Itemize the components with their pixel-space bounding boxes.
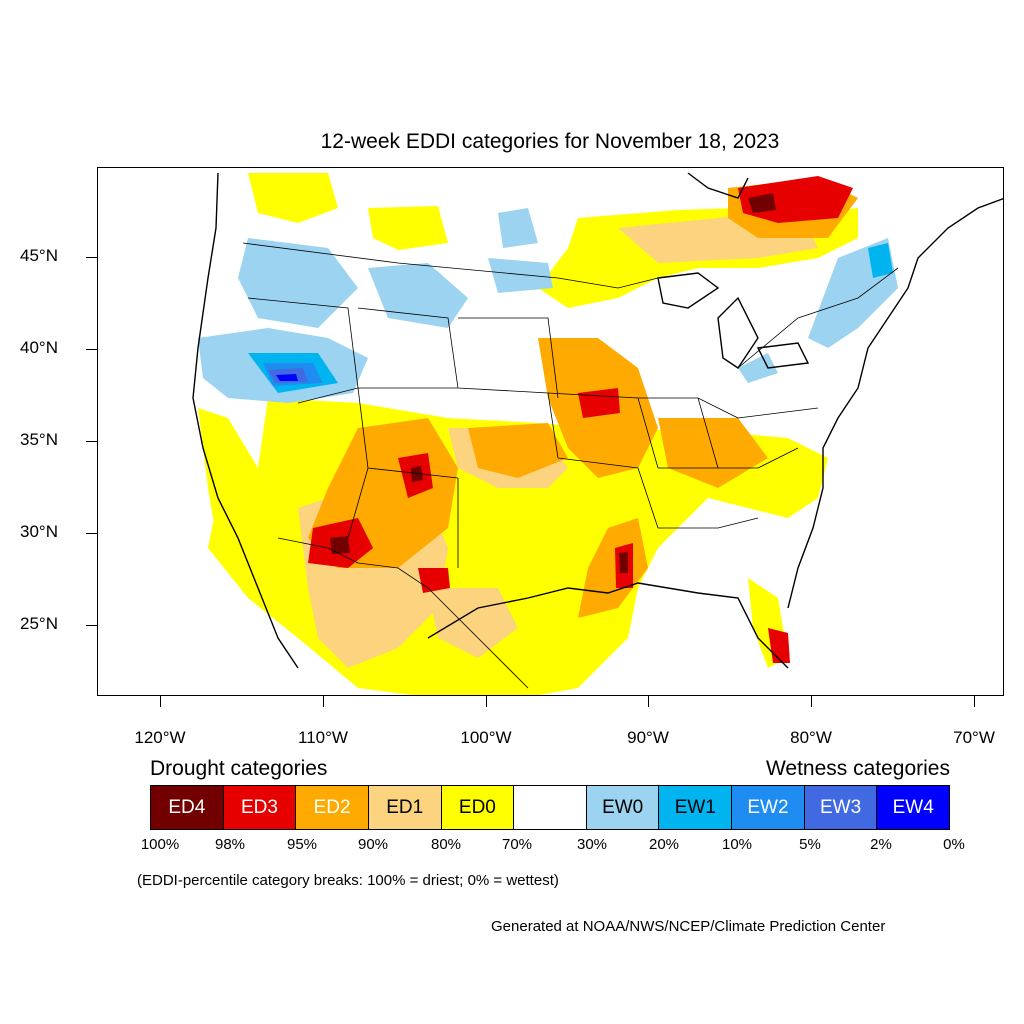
percentile-label: 70% bbox=[501, 836, 533, 853]
hudson-bay-shore bbox=[687, 172, 749, 199]
category-note: (EDDI-percentile category breaks: 100% =… bbox=[137, 872, 559, 889]
lon-tick bbox=[974, 696, 975, 707]
atlantic-coast bbox=[787, 197, 1003, 609]
canada-border bbox=[242, 242, 899, 369]
percentile-label: 0% bbox=[943, 836, 965, 853]
lon-label: 80°W bbox=[790, 728, 832, 747]
ed2-central bbox=[468, 423, 568, 478]
percentile-label: 2% bbox=[870, 836, 892, 853]
lat-label: 40°N bbox=[20, 338, 58, 357]
percentile-label: 80% bbox=[430, 836, 462, 853]
lon-tick bbox=[160, 696, 161, 707]
ed0-canada-west bbox=[368, 206, 448, 250]
ed4-az bbox=[330, 536, 350, 554]
legend-ew1: EW1 bbox=[659, 786, 733, 829]
legend-ew0: EW0 bbox=[586, 786, 660, 829]
lon-label: 110°W bbox=[298, 728, 348, 747]
drought-heading: Drought categories bbox=[150, 757, 328, 780]
great-lakes bbox=[657, 272, 810, 369]
ew0-montana bbox=[238, 238, 358, 328]
lon-label: 70°W bbox=[953, 728, 995, 747]
percentile-label: 98% bbox=[214, 836, 246, 853]
lon-label: 90°W bbox=[627, 728, 669, 747]
credit-line: Generated at NOAA/NWS/NCEP/Climate Predi… bbox=[491, 918, 886, 935]
percentile-label: 20% bbox=[648, 836, 680, 853]
lat-label: 30°N bbox=[20, 522, 58, 541]
percentile-label: 5% bbox=[799, 836, 821, 853]
lat-label: 45°N bbox=[20, 246, 58, 265]
lat-tick bbox=[86, 257, 97, 258]
ed1-texas bbox=[428, 588, 518, 658]
legend-ed0: ED0 bbox=[441, 786, 515, 829]
map-title: 12-week EDDI categories for November 18,… bbox=[320, 130, 780, 153]
lon-tick bbox=[323, 696, 324, 707]
lon-tick bbox=[486, 696, 487, 707]
percentile-label: 90% bbox=[357, 836, 389, 853]
ed0-california bbox=[198, 408, 268, 588]
ed4-quebec bbox=[748, 193, 776, 213]
eddi-map bbox=[97, 167, 1004, 696]
lon-tick bbox=[811, 696, 812, 707]
category-shading bbox=[198, 173, 898, 695]
legend-ew2: EW2 bbox=[732, 786, 805, 829]
ew0-mn bbox=[488, 258, 553, 293]
eddi-map-canvas bbox=[192, 172, 1003, 695]
legend-ed4: ED4 bbox=[151, 786, 224, 829]
lon-tick bbox=[648, 696, 649, 707]
ed2-ohio bbox=[658, 418, 768, 488]
lon-label: 100°W bbox=[460, 728, 512, 747]
ed3-quebec bbox=[738, 176, 853, 223]
lon-label: 120°W bbox=[134, 728, 186, 747]
percentile-label: 10% bbox=[721, 836, 753, 853]
legend-neutral bbox=[514, 786, 587, 829]
state-lines bbox=[247, 297, 819, 568]
coastlines bbox=[192, 172, 1003, 669]
ew0-ontario bbox=[498, 208, 538, 248]
lat-tick bbox=[86, 349, 97, 350]
legend-ed3: ED3 bbox=[223, 786, 297, 829]
legend-ed2: ED2 bbox=[296, 786, 369, 829]
lat-tick bbox=[86, 441, 97, 442]
ew0-greatlakes bbox=[738, 353, 778, 383]
state-borders bbox=[242, 242, 899, 689]
ew4-utah bbox=[276, 374, 298, 381]
percentile-label: 100% bbox=[140, 836, 180, 853]
percentile-label: 95% bbox=[286, 836, 318, 853]
legend-ew4: EW4 bbox=[877, 786, 950, 829]
legend-ed1: ED1 bbox=[368, 786, 442, 829]
ed4-nm bbox=[411, 466, 423, 482]
ed4-ms bbox=[619, 552, 628, 573]
percentile-label: 30% bbox=[576, 836, 608, 853]
ew1-maine bbox=[868, 243, 893, 278]
pacific-coast bbox=[192, 172, 299, 669]
category-legend: ED4 ED3 ED2 ED1 ED0 EW0 EW1 EW2 EW3 EW4 bbox=[150, 785, 950, 830]
ed0-bc bbox=[248, 173, 338, 223]
legend-ew3: EW3 bbox=[804, 786, 878, 829]
lat-tick bbox=[86, 533, 97, 534]
gulf-coast bbox=[427, 582, 789, 669]
wetness-heading: Wetness categories bbox=[765, 757, 950, 780]
ed2-lower-miss bbox=[578, 518, 648, 618]
ew0-nd bbox=[368, 263, 468, 328]
lat-tick bbox=[86, 625, 97, 626]
lat-label: 25°N bbox=[20, 614, 58, 633]
lat-label: 35°N bbox=[20, 430, 58, 449]
ed3-iowa bbox=[578, 388, 620, 418]
mexico-border bbox=[277, 537, 529, 689]
